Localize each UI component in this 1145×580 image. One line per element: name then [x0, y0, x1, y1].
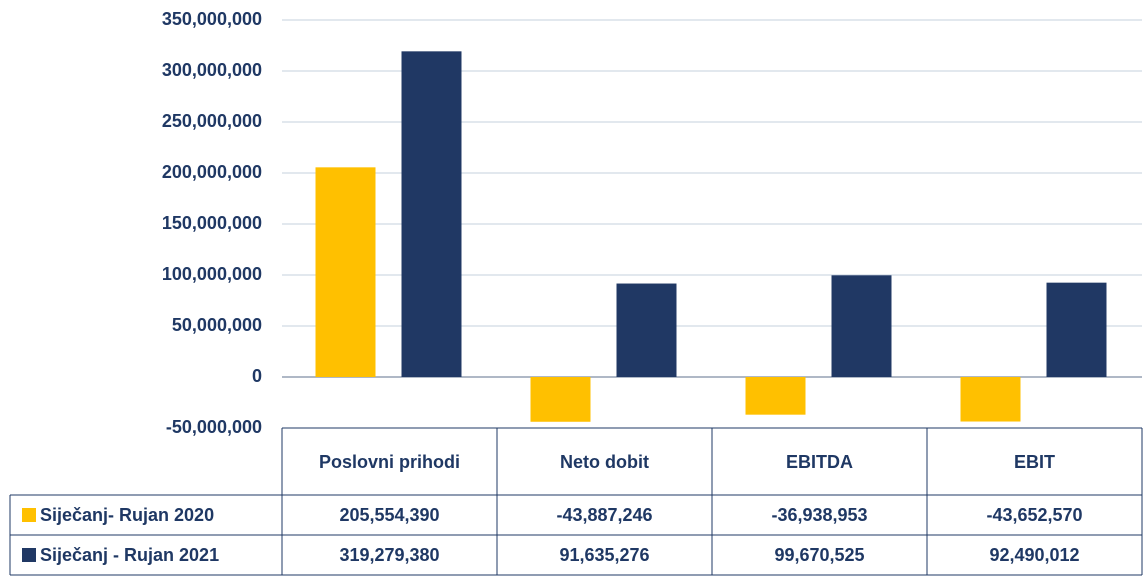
bar	[616, 283, 677, 377]
bar	[1046, 282, 1107, 377]
category-cell: EBITDA	[786, 451, 853, 472]
bar	[831, 275, 892, 377]
x-tick-label: Neto dobit	[560, 451, 649, 472]
bar	[530, 377, 591, 422]
y-tick-label: 150,000,000	[162, 213, 262, 233]
data-label: -36,938,953	[771, 505, 867, 525]
data-label: 91,635,276	[559, 545, 649, 565]
category-cell: Poslovni prihodi	[318, 451, 460, 472]
y-tick-label: 250,000,000	[162, 111, 262, 131]
x-tick-label: EBITDA	[786, 451, 853, 472]
category-cell: EBIT	[1013, 451, 1055, 472]
y-tick-label: 50,000,000	[172, 315, 262, 335]
bar	[745, 377, 806, 415]
data-label: 205,554,390	[339, 505, 439, 525]
bar	[960, 377, 1021, 422]
data-label: 92,490,012	[989, 545, 1079, 565]
legend-swatch	[22, 508, 36, 522]
data-label: 99,670,525	[774, 545, 864, 565]
x-tick-label: Poslovni prihodi	[318, 451, 460, 472]
data-label: -43,652,570	[986, 505, 1082, 525]
y-tick-label: -50,000,000	[166, 417, 262, 437]
legend-label: Siječanj- Rujan 2020	[40, 505, 214, 525]
y-tick-label: 100,000,000	[162, 264, 262, 284]
legend-label: Siječanj - Rujan 2021	[40, 545, 219, 565]
bar	[401, 51, 462, 378]
y-tick-label: 350,000,000	[162, 9, 262, 29]
data-label: 319,279,380	[339, 545, 439, 565]
bar	[315, 167, 376, 377]
category-cell: Neto dobit	[560, 451, 649, 472]
data-label: -43,887,246	[556, 505, 652, 525]
y-tick-label: 200,000,000	[162, 162, 262, 182]
y-tick-label: 300,000,000	[162, 60, 262, 80]
y-tick-label: 0	[252, 366, 262, 386]
x-tick-label: EBIT	[1013, 451, 1055, 472]
legend-swatch	[22, 548, 36, 562]
